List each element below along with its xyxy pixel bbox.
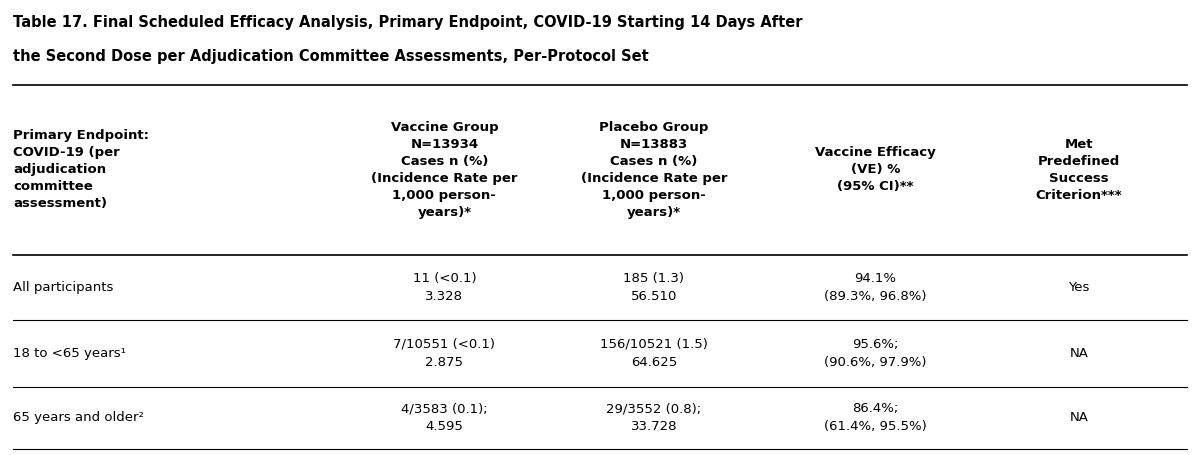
Text: 65 years and older²: 65 years and older²	[13, 411, 144, 425]
Text: 94.1%
(89.3%, 96.8%): 94.1% (89.3%, 96.8%)	[824, 272, 926, 303]
Text: 4/3583 (0.1);
4.595: 4/3583 (0.1); 4.595	[401, 402, 487, 433]
Text: NA: NA	[1069, 347, 1088, 360]
Text: the Second Dose per Adjudication Committee Assessments, Per-Protocol Set: the Second Dose per Adjudication Committ…	[13, 49, 649, 64]
Text: 29/3552 (0.8);
33.728: 29/3552 (0.8); 33.728	[606, 402, 702, 433]
Text: 156/10521 (1.5)
64.625: 156/10521 (1.5) 64.625	[600, 338, 708, 369]
Text: 11 (<0.1)
3.328: 11 (<0.1) 3.328	[413, 272, 476, 303]
Text: Primary Endpoint:
COVID-19 (per
adjudication
committee
assessment): Primary Endpoint: COVID-19 (per adjudica…	[13, 129, 149, 210]
Text: Placebo Group
N=13883
Cases n (%)
(Incidence Rate per
1,000 person-
years)*: Placebo Group N=13883 Cases n (%) (Incid…	[581, 121, 727, 219]
Text: 95.6%;
(90.6%, 97.9%): 95.6%; (90.6%, 97.9%)	[824, 338, 926, 369]
Text: 18 to <65 years¹: 18 to <65 years¹	[13, 347, 126, 360]
Text: NA: NA	[1069, 411, 1088, 425]
Text: Table 17. Final Scheduled Efficacy Analysis, Primary Endpoint, COVID-19 Starting: Table 17. Final Scheduled Efficacy Analy…	[13, 15, 803, 30]
Text: 7/10551 (<0.1)
2.875: 7/10551 (<0.1) 2.875	[394, 338, 496, 369]
Text: Met
Predefined
Success
Criterion***: Met Predefined Success Criterion***	[1036, 138, 1122, 202]
Text: 185 (1.3)
56.510: 185 (1.3) 56.510	[623, 272, 684, 303]
Text: 86.4%;
(61.4%, 95.5%): 86.4%; (61.4%, 95.5%)	[824, 402, 926, 433]
Text: Vaccine Group
N=13934
Cases n (%)
(Incidence Rate per
1,000 person-
years)*: Vaccine Group N=13934 Cases n (%) (Incid…	[371, 121, 517, 219]
Text: Vaccine Efficacy
(VE) %
(95% CI)**: Vaccine Efficacy (VE) % (95% CI)**	[815, 147, 936, 193]
Text: Yes: Yes	[1068, 281, 1090, 294]
Text: All participants: All participants	[13, 281, 114, 294]
